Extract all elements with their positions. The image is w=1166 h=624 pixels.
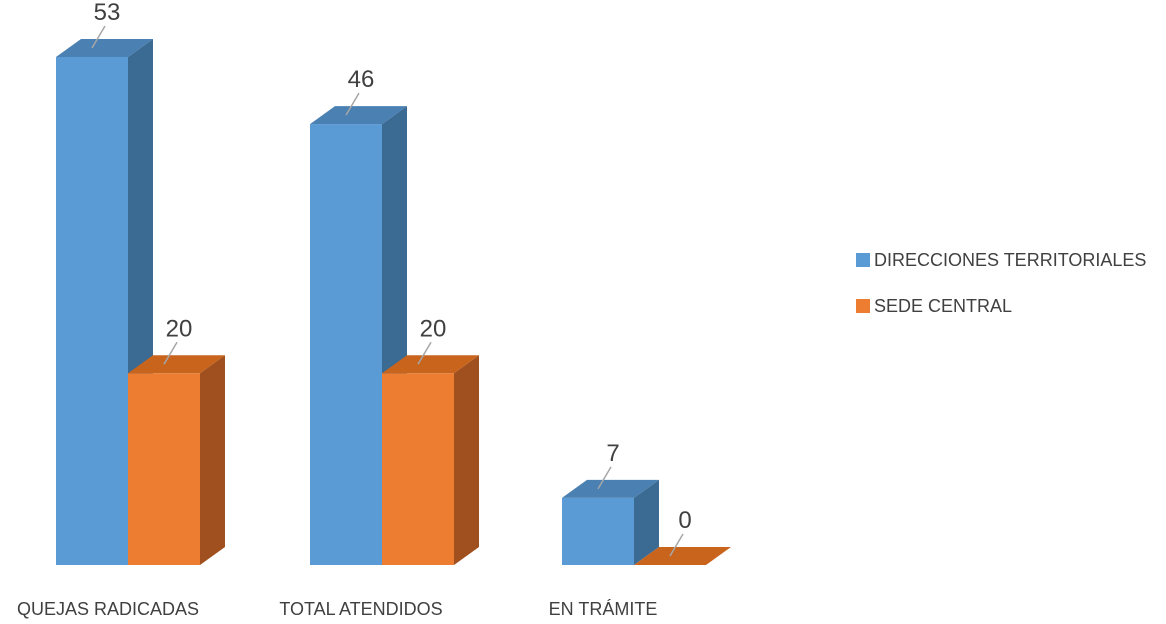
bar-direcciones-0-front: [56, 57, 128, 565]
data-label-bar-direcciones-2: 7: [606, 440, 619, 467]
data-label-bar-sede-central-2: 0: [678, 507, 691, 534]
bar-sede-central-0-front: [128, 373, 200, 565]
category-label-0: QUEJAS RADICADAS: [17, 599, 199, 619]
legend-item-sede-central[interactable]: SEDE CENTRAL: [856, 294, 1146, 318]
bar-sede-central-1-front: [382, 373, 454, 565]
legend-label-sede-central: SEDE CENTRAL: [874, 296, 1012, 317]
bar-direcciones-2-front: [562, 498, 634, 565]
legend-swatch-sede-central: [856, 299, 870, 313]
category-label-2: EN TRÁMITE: [549, 599, 658, 619]
data-label-bar-sede-central-0: 20: [166, 315, 193, 342]
bar-direcciones-1-front: [310, 124, 382, 565]
data-label-bar-direcciones-0: 53: [94, 0, 121, 26]
legend-label-direcciones: DIRECCIONES TERRITORIALES: [874, 250, 1146, 271]
legend: DIRECCIONES TERRITORIALES SEDE CENTRAL: [856, 248, 1146, 340]
bar-sede-central-1: [382, 355, 479, 565]
category-label-1: TOTAL ATENDIDOS: [279, 599, 442, 619]
bar-sede-central-1-side: [454, 355, 479, 565]
bar-sede-central-0: [128, 355, 225, 565]
bar-sede-central-0-side: [200, 355, 225, 565]
data-label-bar-direcciones-1: 46: [348, 66, 375, 93]
legend-swatch-direcciones: [856, 253, 870, 267]
data-label-bar-sede-central-1: 20: [420, 315, 447, 342]
category-labels-group: QUEJAS RADICADAS TOTAL ATENDIDOS EN TRÁMIT…: [17, 599, 657, 619]
bar-direcciones-2: [562, 480, 659, 565]
bars-group: [56, 39, 731, 565]
legend-item-direcciones[interactable]: DIRECCIONES TERRITORIALES: [856, 248, 1146, 272]
